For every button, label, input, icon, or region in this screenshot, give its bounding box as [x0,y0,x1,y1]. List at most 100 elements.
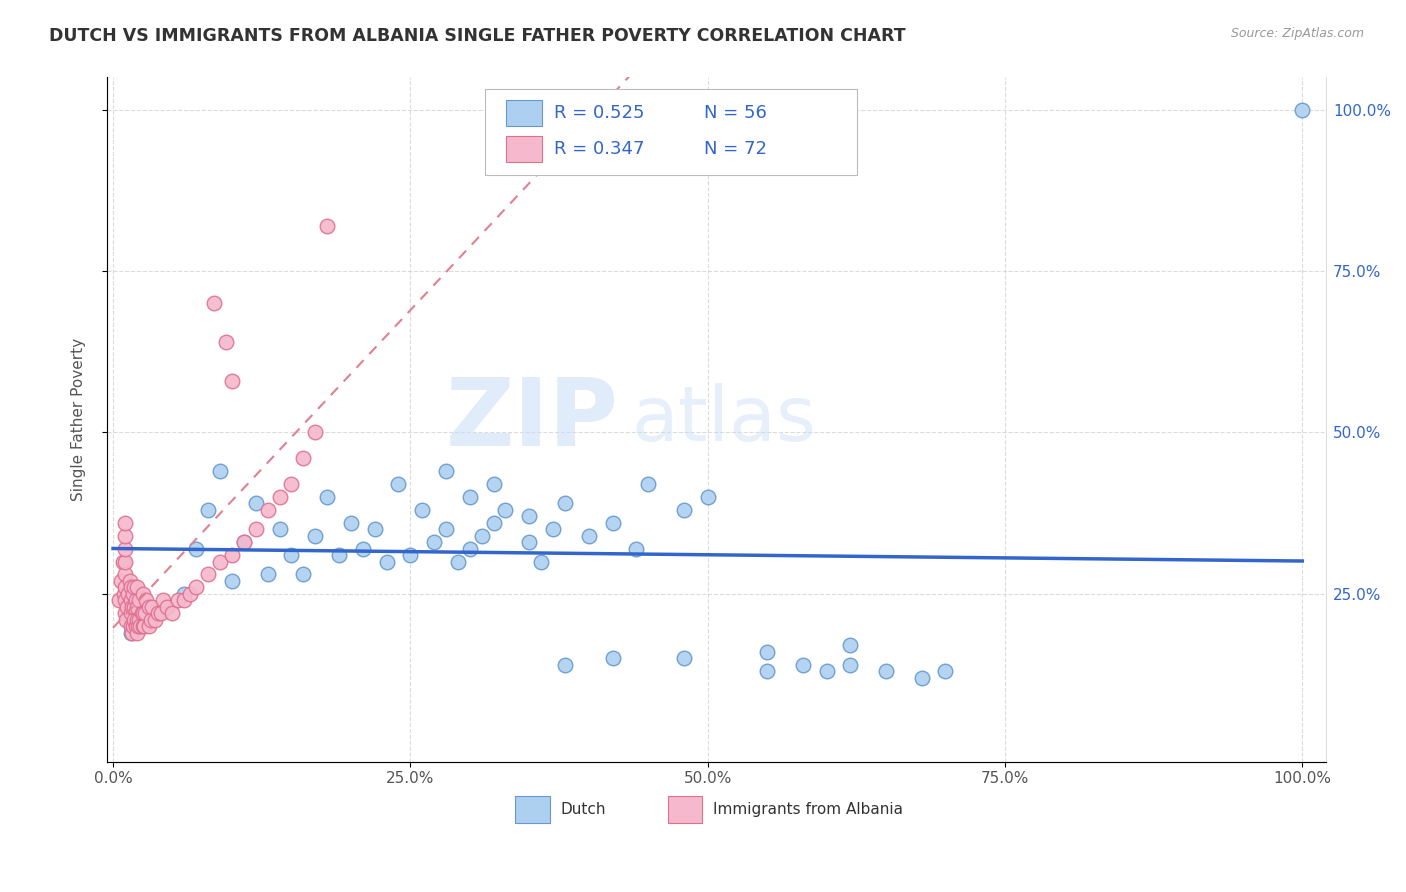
Point [875,665,897,679]
Point [122,587,145,601]
Point [124,619,146,633]
Point [934,665,956,679]
Point [839,657,862,672]
Point [149,606,172,620]
Point [115,613,138,627]
Point [434,464,457,478]
Point [202,296,225,310]
Point [672,651,695,665]
Point [554,657,576,672]
Point [530,555,553,569]
Text: N = 56: N = 56 [704,104,768,122]
Point [221,374,243,388]
Text: R = 0.347: R = 0.347 [554,140,645,158]
Point [221,548,243,562]
Point [167,593,190,607]
Point [232,535,254,549]
Text: Source: ZipAtlas.com: Source: ZipAtlas.com [1230,27,1364,40]
Point [209,555,232,569]
FancyBboxPatch shape [506,136,543,161]
Point [173,593,195,607]
Point [471,529,494,543]
Point [117,599,139,614]
Point [138,619,160,633]
Point [128,613,150,627]
Point [815,665,838,679]
Point [245,496,267,510]
Point [292,567,315,582]
Point [340,516,363,530]
Point [155,599,177,614]
Point [143,613,166,627]
Point [517,509,540,524]
Point [124,580,146,594]
Point [328,548,350,562]
Point [114,580,136,594]
Point [186,541,208,556]
Point [132,606,155,620]
Point [839,639,862,653]
Point [125,613,148,627]
Point [672,503,695,517]
Point [173,587,195,601]
Point [495,503,517,517]
Point [124,599,146,614]
Point [517,535,540,549]
Point [114,555,136,569]
Point [114,541,136,556]
Point [911,671,934,685]
Point [125,599,148,614]
Point [122,619,145,633]
Point [458,541,481,556]
Point [756,645,779,659]
Point [129,619,152,633]
Point [121,599,143,614]
Point [114,606,136,620]
Text: N = 72: N = 72 [704,140,768,158]
Point [179,587,201,601]
Point [292,451,315,466]
FancyBboxPatch shape [516,796,550,823]
Point [232,535,254,549]
Point [135,593,157,607]
Text: Immigrants from Albania: Immigrants from Albania [713,802,903,817]
Point [114,593,136,607]
Point [120,625,142,640]
Text: DUTCH VS IMMIGRANTS FROM ALBANIA SINGLE FATHER POVERTY CORRELATION CHART: DUTCH VS IMMIGRANTS FROM ALBANIA SINGLE … [49,27,905,45]
Point [352,541,374,556]
Point [132,619,155,633]
Point [125,625,148,640]
Point [316,490,339,504]
Point [111,555,134,569]
Point [197,503,219,517]
Point [482,516,505,530]
Point [121,625,143,640]
FancyBboxPatch shape [485,89,856,175]
Point [256,567,278,582]
Point [124,613,146,627]
Point [375,555,398,569]
Point [132,587,155,601]
Point [124,593,146,607]
Point [696,490,718,504]
Point [304,529,326,543]
Y-axis label: Single Father Poverty: Single Father Poverty [72,338,86,501]
Point [134,606,156,620]
Point [399,548,422,562]
Point [139,613,162,627]
Point [387,477,409,491]
Point [602,651,624,665]
Point [756,665,779,679]
Point [447,555,470,569]
Point [186,580,208,594]
Point [132,619,155,633]
Point [304,425,326,440]
FancyBboxPatch shape [668,796,702,823]
Point [280,548,302,562]
Point [637,477,659,491]
Point [120,619,142,633]
Point [363,522,385,536]
Point [423,535,446,549]
Point [148,606,170,620]
Point [112,587,135,601]
